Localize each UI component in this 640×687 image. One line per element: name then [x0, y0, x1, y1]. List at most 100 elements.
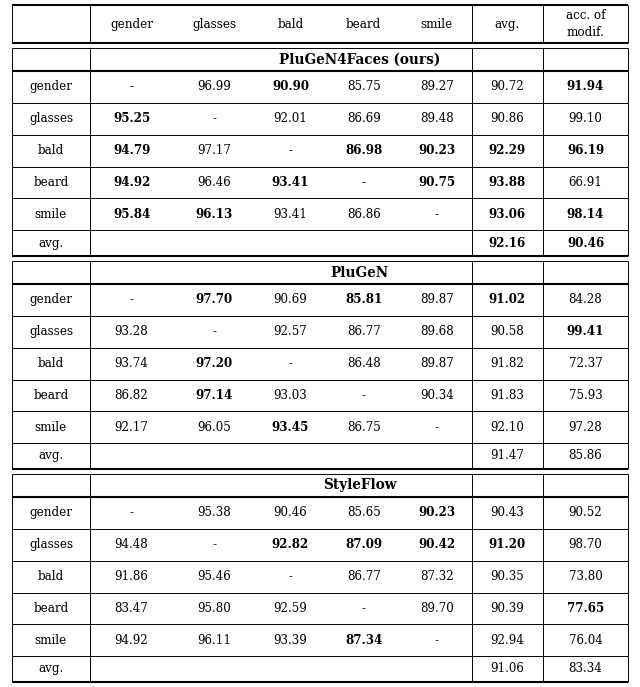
Text: 91.86: 91.86: [115, 570, 148, 583]
Text: 90.35: 90.35: [490, 570, 524, 583]
Text: 95.46: 95.46: [197, 570, 231, 583]
Text: 91.20: 91.20: [489, 538, 526, 551]
Text: smile: smile: [35, 420, 67, 433]
Text: -: -: [362, 602, 365, 615]
Text: beard: beard: [33, 176, 68, 189]
Text: glasses: glasses: [29, 112, 73, 125]
Text: bald: bald: [38, 357, 64, 370]
Text: 95.25: 95.25: [113, 112, 150, 125]
Text: glasses: glasses: [29, 325, 73, 338]
Text: 91.06: 91.06: [490, 662, 524, 675]
Text: 92.59: 92.59: [273, 602, 307, 615]
Text: modif.: modif.: [566, 26, 604, 38]
Text: bald: bald: [277, 17, 303, 30]
Text: 98.70: 98.70: [569, 538, 602, 551]
Text: 99.10: 99.10: [568, 112, 602, 125]
Text: 86.82: 86.82: [115, 389, 148, 402]
Text: 93.03: 93.03: [273, 389, 307, 402]
Text: 90.86: 90.86: [490, 112, 524, 125]
Text: acc. of: acc. of: [566, 9, 605, 22]
Text: -: -: [130, 293, 134, 306]
Text: 90.39: 90.39: [490, 602, 524, 615]
Text: 92.01: 92.01: [273, 112, 307, 125]
Text: -: -: [212, 538, 216, 551]
Text: 92.94: 92.94: [490, 634, 524, 646]
Text: 96.13: 96.13: [195, 207, 232, 221]
Text: glasses: glasses: [29, 538, 73, 551]
Text: avg.: avg.: [38, 449, 63, 462]
Text: 90.69: 90.69: [273, 293, 307, 306]
Text: 96.05: 96.05: [197, 420, 231, 433]
Text: -: -: [130, 80, 134, 93]
Text: -: -: [130, 506, 134, 519]
Text: 90.42: 90.42: [419, 538, 456, 551]
Text: StyleFlow: StyleFlow: [323, 478, 396, 493]
Text: 93.88: 93.88: [489, 176, 526, 189]
Text: 85.86: 85.86: [569, 449, 602, 462]
Text: 72.37: 72.37: [569, 357, 602, 370]
Text: 86.77: 86.77: [347, 570, 381, 583]
Text: 91.83: 91.83: [490, 389, 524, 402]
Text: 90.58: 90.58: [490, 325, 524, 338]
Text: smile: smile: [35, 634, 67, 646]
Text: -: -: [362, 389, 365, 402]
Text: 86.98: 86.98: [345, 144, 382, 157]
Text: beard: beard: [33, 389, 68, 402]
Text: bald: bald: [38, 570, 64, 583]
Text: 77.65: 77.65: [567, 602, 604, 615]
Text: 85.75: 85.75: [347, 80, 381, 93]
Text: 90.46: 90.46: [273, 506, 307, 519]
Text: 94.92: 94.92: [115, 634, 148, 646]
Text: 83.47: 83.47: [115, 602, 148, 615]
Text: 93.41: 93.41: [273, 207, 307, 221]
Text: 87.34: 87.34: [345, 634, 382, 646]
Text: 89.70: 89.70: [420, 602, 454, 615]
Text: 92.16: 92.16: [489, 236, 526, 249]
Text: 90.43: 90.43: [490, 506, 524, 519]
Text: 93.41: 93.41: [272, 176, 309, 189]
Text: 90.34: 90.34: [420, 389, 454, 402]
Text: 85.65: 85.65: [347, 506, 381, 519]
Text: 96.99: 96.99: [197, 80, 231, 93]
Text: 90.75: 90.75: [419, 176, 456, 189]
Text: -: -: [289, 144, 292, 157]
Text: 90.46: 90.46: [567, 236, 604, 249]
Text: PluGeN: PluGeN: [330, 265, 388, 280]
Text: bald: bald: [38, 144, 64, 157]
Text: avg.: avg.: [38, 236, 63, 249]
Text: 89.68: 89.68: [420, 325, 454, 338]
Text: 92.29: 92.29: [489, 144, 526, 157]
Text: 89.27: 89.27: [420, 80, 454, 93]
Text: -: -: [435, 207, 439, 221]
Text: 92.57: 92.57: [273, 325, 307, 338]
Text: 86.77: 86.77: [347, 325, 381, 338]
Text: 96.19: 96.19: [567, 144, 604, 157]
Text: -: -: [212, 112, 216, 125]
Text: 96.46: 96.46: [197, 176, 231, 189]
Text: 91.94: 91.94: [567, 80, 604, 93]
Text: 73.80: 73.80: [569, 570, 602, 583]
Text: 93.28: 93.28: [115, 325, 148, 338]
Text: 86.48: 86.48: [347, 357, 381, 370]
Text: 83.34: 83.34: [569, 662, 602, 675]
Text: 98.14: 98.14: [567, 207, 604, 221]
Text: 93.74: 93.74: [115, 357, 148, 370]
Text: gender: gender: [29, 80, 72, 93]
Text: 94.92: 94.92: [113, 176, 150, 189]
Text: 87.09: 87.09: [345, 538, 382, 551]
Text: 75.93: 75.93: [569, 389, 602, 402]
Text: 90.90: 90.90: [272, 80, 309, 93]
Text: gender: gender: [29, 506, 72, 519]
Text: 97.28: 97.28: [569, 420, 602, 433]
Text: 92.17: 92.17: [115, 420, 148, 433]
Text: 90.72: 90.72: [490, 80, 524, 93]
Text: 93.39: 93.39: [273, 634, 307, 646]
Text: gender: gender: [110, 17, 153, 30]
Text: 90.52: 90.52: [569, 506, 602, 519]
Text: 84.28: 84.28: [569, 293, 602, 306]
Text: 99.41: 99.41: [567, 325, 604, 338]
Text: 97.70: 97.70: [195, 293, 232, 306]
Text: 95.84: 95.84: [113, 207, 150, 221]
Text: 91.02: 91.02: [489, 293, 526, 306]
Text: smile: smile: [420, 17, 453, 30]
